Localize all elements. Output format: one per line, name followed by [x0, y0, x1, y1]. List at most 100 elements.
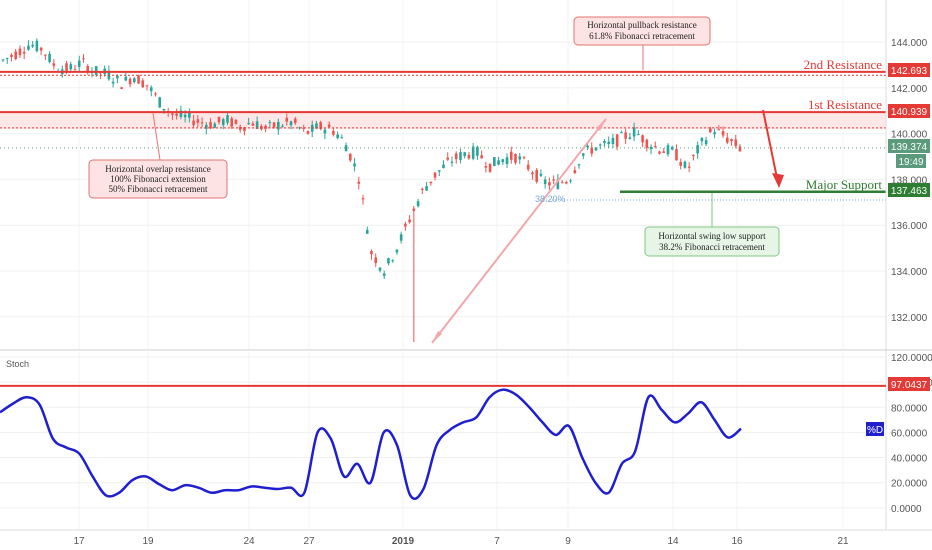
- candle-body: [501, 159, 505, 163]
- candle-body: [192, 120, 195, 126]
- candle-body: [128, 78, 132, 85]
- stoch-level-tag: 97.0437: [891, 380, 928, 391]
- candle-body: [725, 137, 729, 143]
- candle-body: [18, 48, 22, 56]
- first-resistance-label: 1st Resistance: [808, 97, 882, 112]
- candle-body: [666, 145, 670, 155]
- candle-body: [154, 93, 157, 95]
- candle-body: [696, 145, 699, 154]
- candle-body: [268, 122, 272, 124]
- candle-body: [637, 134, 640, 136]
- candle-body: [560, 182, 564, 184]
- candle-body: [734, 139, 738, 147]
- candle-body: [556, 179, 560, 189]
- candle-body: [603, 141, 606, 144]
- svg-text:Horizontal overlap resistance: Horizontal overlap resistance: [105, 164, 210, 174]
- projection-arrowhead: [772, 173, 784, 188]
- candle-body: [374, 257, 378, 264]
- price-tick-label: 142.000: [891, 84, 928, 95]
- candle-body: [247, 123, 250, 125]
- fib-diagonal[interactable]: [431, 118, 607, 344]
- candle-body: [293, 118, 297, 124]
- candle-body: [514, 154, 517, 163]
- candle-body: [421, 188, 424, 190]
- candle-body: [120, 87, 123, 89]
- candle-body: [700, 137, 704, 142]
- candle-body: [738, 146, 742, 152]
- stoch-d-line: [0, 388, 742, 500]
- time-tick-label: 9: [565, 536, 571, 547]
- candle-body: [344, 145, 348, 152]
- svg-text:137.463: 137.463: [891, 186, 928, 197]
- candle-body: [10, 54, 13, 58]
- candle-body: [133, 78, 136, 82]
- candle-body: [620, 132, 623, 134]
- candle-body: [484, 166, 488, 168]
- candle-body: [77, 60, 81, 67]
- candle-body: [717, 129, 721, 131]
- candle-body: [226, 115, 229, 123]
- candle-body: [480, 155, 483, 159]
- svg-text:140.939: 140.939: [891, 107, 928, 118]
- candle-body: [27, 45, 30, 50]
- candle-body: [543, 179, 547, 185]
- svg-text:38.2% Fibonacci retracement: 38.2% Fibonacci retracement: [659, 242, 765, 252]
- candle-body: [454, 153, 458, 160]
- tag-current-price: [888, 139, 930, 153]
- tag-stoch-level: [888, 377, 930, 391]
- tag-140939: [888, 104, 930, 118]
- svg-text:Horizontal swing low support: Horizontal swing low support: [658, 231, 766, 241]
- candle-body: [31, 44, 34, 47]
- candle-body: [522, 157, 526, 159]
- time-tick-label: 14: [667, 536, 679, 547]
- candle-body: [429, 181, 433, 184]
- candle-body: [69, 64, 73, 70]
- candle-body: [624, 132, 627, 139]
- fib-label: 38.20%: [535, 194, 566, 204]
- candle-body: [370, 251, 373, 255]
- candle-body: [221, 119, 225, 126]
- candle-body: [450, 161, 454, 163]
- candle-body: [692, 154, 695, 157]
- candle-body: [607, 141, 610, 144]
- price-tags: 142.693 140.939 139.374 19:49 137.463: [888, 63, 930, 197]
- time-tick-label: 19: [142, 536, 154, 547]
- svg-text:Horizontal pullback resistance: Horizontal pullback resistance: [587, 20, 696, 30]
- tag-137463: [888, 183, 930, 197]
- candle-body: [124, 76, 128, 81]
- candle-body: [188, 112, 191, 118]
- candle-body: [552, 179, 555, 181]
- stoch-tick-label: 40.0000: [891, 454, 928, 465]
- candle-body: [488, 163, 492, 172]
- time-axis[interactable]: 17 19 24 27 2019 7 9 14 16 21: [73, 536, 849, 547]
- time-tick-label: 17: [73, 536, 85, 547]
- candle-body: [251, 123, 255, 126]
- candle-body: [1, 59, 5, 61]
- candle-body: [336, 134, 339, 139]
- candle-body: [94, 66, 98, 75]
- candle-body: [82, 58, 85, 60]
- candle-body: [361, 198, 365, 200]
- stoch-title: Stoch: [6, 359, 29, 369]
- candle-body: [539, 173, 543, 176]
- candle-body: [44, 54, 47, 56]
- candle-body: [111, 81, 115, 84]
- stoch-tick-label: 20.0000: [891, 479, 928, 490]
- candle-body: [264, 125, 267, 129]
- price-axis[interactable]: 144.000 142.000 140.000 138.000 136.000 134.0…: [891, 38, 928, 324]
- svg-text:50% Fibonacci retracement: 50% Fibonacci retracement: [109, 184, 208, 194]
- candle-body: [5, 58, 9, 60]
- candle-body: [205, 124, 208, 129]
- annotation-swing-low: Horizontal swing low support 38.2% Fibon…: [644, 193, 780, 257]
- candles: [1, 38, 742, 342]
- stoch-tick-label: 0.0000: [891, 504, 922, 515]
- candle-body: [573, 170, 577, 174]
- stoch-tick-label: 60.0000: [891, 428, 928, 439]
- second-resistance-label: 2nd Resistance: [804, 57, 883, 72]
- candle-body: [581, 153, 585, 156]
- candle-body: [467, 154, 471, 159]
- fib-arrow-end: [596, 119, 606, 131]
- candle-body: [52, 63, 56, 66]
- candle-body: [493, 157, 496, 166]
